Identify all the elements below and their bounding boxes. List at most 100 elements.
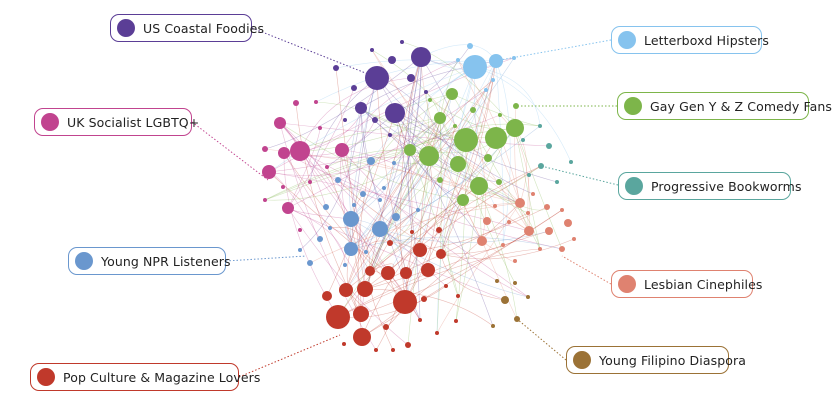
node-lesbian-cinephiles	[513, 259, 517, 263]
edge	[370, 66, 476, 162]
node-young-npr-listeners	[392, 213, 400, 221]
edge	[360, 107, 421, 321]
edge	[350, 139, 467, 220]
edge	[387, 137, 497, 274]
edge	[345, 125, 456, 291]
node-young-npr-listeners	[416, 208, 420, 212]
edge	[436, 117, 442, 334]
edge	[279, 122, 367, 253]
node-lesbian-cinephiles	[560, 208, 564, 212]
edge	[394, 112, 421, 321]
node-gay-gen-yz-comedy	[513, 103, 519, 109]
node-young-npr-listeners	[352, 203, 356, 207]
edge	[474, 66, 572, 163]
edge	[451, 93, 541, 127]
leader-line-uk-socialist-lgbtq	[191, 121, 269, 181]
legend-us-coastal-foodies[interactable]: US Coastal Foodies	[110, 14, 264, 42]
node-young-npr-listeners	[382, 186, 386, 190]
edge	[360, 107, 483, 242]
node-young-npr-listeners	[335, 177, 341, 183]
node-lesbian-cinephiles	[545, 227, 553, 235]
node-progressive-bookworms	[538, 124, 542, 128]
edge	[447, 199, 464, 297]
edge	[514, 127, 563, 250]
edge	[315, 101, 459, 165]
node-lesbian-cinephiles	[538, 247, 542, 251]
legend-lesbian-cinephiles[interactable]: Lesbian Cinephiles	[611, 270, 762, 298]
node-pop-culture-magazine	[421, 296, 427, 302]
edge	[440, 238, 575, 260]
node-us-coastal-foodies	[388, 133, 392, 137]
edge	[345, 79, 494, 291]
edge	[268, 114, 501, 173]
edge	[287, 127, 321, 209]
node-lesbian-cinephiles	[572, 237, 576, 241]
node-pop-culture-magazine	[400, 267, 412, 279]
node-young-npr-listeners	[392, 161, 396, 165]
legend-dot	[37, 368, 55, 386]
legend-pop-culture-magazine[interactable]: Pop Culture & Magazine Lovers	[30, 363, 260, 391]
edge	[455, 139, 467, 322]
node-pop-culture-magazine	[322, 291, 332, 301]
legend-gay-gen-yz-comedy[interactable]: Gay Gen Y & Z Comedy Fans	[617, 92, 832, 120]
edge	[364, 209, 419, 290]
legend-dot	[75, 252, 93, 270]
legend-uk-socialist-lgbtq[interactable]: UK Socialist LGBTQ+	[34, 108, 199, 136]
edge	[425, 91, 530, 232]
legend-progressive-bookworms[interactable]: Progressive Bookworms	[618, 172, 801, 200]
node-uk-socialist-lgbtq	[290, 141, 310, 161]
edge	[394, 112, 464, 201]
legend-letterboxd-hipsters[interactable]: Letterboxd Hipsters	[611, 26, 769, 54]
edge	[337, 185, 480, 318]
node-lesbian-cinephiles	[507, 220, 511, 224]
node-lesbian-cinephiles	[526, 211, 530, 215]
edge	[350, 236, 563, 250]
edge	[329, 226, 371, 272]
node-letterboxd-hipsters	[463, 55, 487, 79]
node-young-npr-listeners	[307, 260, 313, 266]
edge	[268, 171, 321, 240]
edge	[394, 45, 471, 114]
edge	[389, 155, 430, 244]
edge	[389, 66, 476, 244]
node-us-coastal-foodies	[400, 40, 404, 44]
edge	[474, 66, 541, 127]
node-pop-culture-magazine	[456, 294, 460, 298]
node-lesbian-cinephiles	[531, 192, 535, 196]
legend-dot	[618, 31, 636, 49]
node-uk-socialist-lgbtq	[335, 143, 349, 157]
node-gay-gen-yz-comedy	[446, 88, 458, 100]
node-gay-gen-yz-comedy	[428, 98, 432, 102]
node-uk-socialist-lgbtq	[278, 147, 290, 159]
edge	[283, 152, 563, 250]
node-young-npr-listeners	[372, 221, 388, 237]
edge	[401, 41, 516, 129]
node-pop-culture-magazine	[381, 266, 395, 280]
legend-label: Young NPR Listeners	[101, 253, 231, 269]
edge	[264, 149, 411, 201]
leader-line-lesbian-cinephiles	[561, 255, 612, 285]
edge	[495, 60, 504, 246]
node-us-coastal-foodies	[365, 66, 389, 90]
edge	[439, 179, 530, 232]
edge	[345, 79, 494, 291]
edges-layer	[264, 41, 575, 351]
node-pop-culture-magazine	[357, 281, 373, 297]
node-us-coastal-foodies	[411, 47, 431, 67]
edge	[514, 127, 541, 250]
legend-young-filipino-diaspora[interactable]: Young Filipino Diaspora	[566, 346, 746, 374]
node-pop-culture-magazine	[383, 324, 389, 330]
node-progressive-bookworms	[546, 143, 552, 149]
legend-dot	[41, 113, 59, 131]
node-uk-socialist-lgbtq	[293, 100, 299, 106]
node-lesbian-cinephiles	[524, 226, 534, 236]
node-gay-gen-yz-comedy	[434, 112, 446, 124]
edge	[374, 93, 453, 121]
legend-young-npr-listeners[interactable]: Young NPR Listeners	[68, 247, 231, 275]
node-uk-socialist-lgbtq	[274, 117, 286, 129]
node-pop-culture-magazine	[410, 230, 414, 234]
edge	[440, 253, 506, 301]
edge	[361, 202, 521, 338]
node-gay-gen-yz-comedy	[437, 177, 443, 183]
edge	[389, 134, 530, 232]
